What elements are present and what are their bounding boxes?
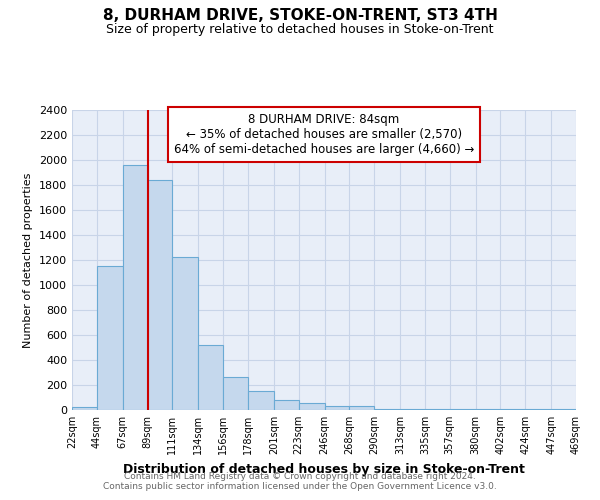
Text: 8 DURHAM DRIVE: 84sqm
← 35% of detached houses are smaller (2,570)
64% of semi-d: 8 DURHAM DRIVE: 84sqm ← 35% of detached … — [174, 113, 474, 156]
Bar — [198, 345, 223, 410]
Text: 8, DURHAM DRIVE, STOKE-ON-TRENT, ST3 4TH: 8, DURHAM DRIVE, STOKE-ON-TRENT, ST3 4TH — [103, 8, 497, 22]
Bar — [325, 406, 349, 410]
Text: Contains public sector information licensed under the Open Government Licence v3: Contains public sector information licen… — [103, 482, 497, 491]
X-axis label: Distribution of detached houses by size in Stoke-on-Trent: Distribution of detached houses by size … — [123, 462, 525, 475]
Bar — [72, 407, 97, 410]
Bar — [123, 165, 148, 410]
Bar — [374, 409, 400, 410]
Bar — [148, 180, 172, 410]
Bar — [223, 377, 248, 410]
Text: Contains HM Land Registry data © Crown copyright and database right 2024.: Contains HM Land Registry data © Crown c… — [124, 472, 476, 481]
Bar — [349, 406, 374, 410]
Y-axis label: Number of detached properties: Number of detached properties — [23, 172, 34, 348]
Text: Size of property relative to detached houses in Stoke-on-Trent: Size of property relative to detached ho… — [106, 22, 494, 36]
Bar — [97, 266, 123, 410]
Bar — [248, 391, 274, 410]
Bar — [172, 257, 198, 410]
Bar — [274, 400, 299, 410]
Bar — [400, 409, 425, 410]
Bar — [299, 403, 325, 410]
